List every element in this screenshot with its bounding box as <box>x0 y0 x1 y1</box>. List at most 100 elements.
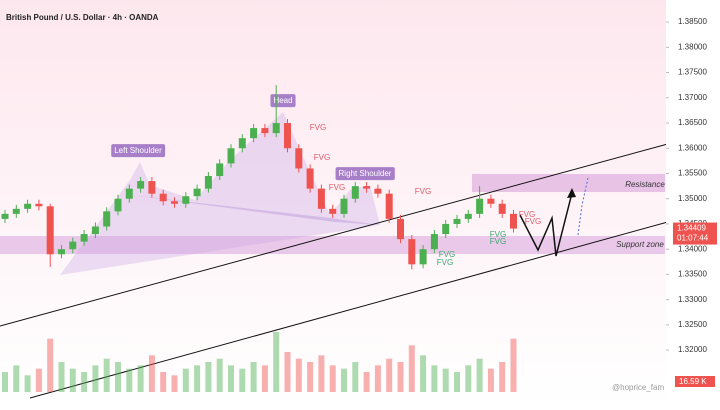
volume-bar <box>24 375 31 392</box>
volume-bar <box>205 362 212 392</box>
y-tick-label: 1.38500 <box>678 17 707 26</box>
label-box <box>335 167 395 181</box>
candle-body <box>317 188 325 209</box>
volume-bar <box>103 358 110 392</box>
volume-bar <box>58 362 65 392</box>
volume-bar <box>476 358 483 392</box>
candle-body <box>216 163 224 177</box>
y-tick-label: 1.37000 <box>678 93 707 102</box>
candle-body <box>340 198 348 214</box>
volume-bar <box>374 365 381 392</box>
volume-bar <box>284 352 291 392</box>
candle-body <box>80 234 88 242</box>
support-label: Support zone <box>616 240 664 249</box>
volume-bar <box>69 368 76 392</box>
candle-body <box>385 193 393 219</box>
candle-body <box>408 239 416 265</box>
watermark: @hoprice_fam <box>612 383 664 392</box>
volume-bar <box>352 362 359 392</box>
volume-bar <box>126 368 133 392</box>
candle-body <box>351 186 359 199</box>
left-shoulder-label: Left Shoulder <box>114 146 162 155</box>
label-box <box>270 94 296 108</box>
candle-body <box>24 203 32 209</box>
volume-bar <box>47 338 54 392</box>
neckline <box>130 195 380 225</box>
fvg-label: FVG <box>490 237 506 246</box>
price-tag-label: 1.34409 <box>677 224 706 233</box>
candle-body <box>510 213 517 229</box>
candle-body <box>464 213 472 219</box>
y-tick-label: 1.32500 <box>678 320 707 329</box>
fvg-label: FVG <box>519 210 535 219</box>
y-tick-label: 1.34000 <box>678 244 707 253</box>
candle-body <box>58 249 65 255</box>
volume-bar <box>465 365 472 392</box>
candle-body <box>306 168 314 189</box>
arrow-head <box>567 188 576 198</box>
candle-body <box>69 241 77 250</box>
candle-body <box>148 181 156 194</box>
volume-bar <box>35 368 42 392</box>
volume-bar <box>160 372 167 392</box>
candle-body <box>103 211 111 227</box>
volume-bar <box>341 368 347 392</box>
candle-body <box>295 148 303 169</box>
alt-arrow <box>577 177 589 236</box>
volume-bar <box>318 355 325 392</box>
fvg-label: FVG <box>437 258 453 267</box>
candle-body <box>227 148 235 164</box>
y-tick-label: 1.33500 <box>678 270 707 279</box>
countdown: 01:07:44 <box>677 234 709 243</box>
volume-bar <box>329 365 336 392</box>
y-tick-label: 1.35000 <box>678 194 707 203</box>
volume-bar <box>182 368 189 392</box>
volume-bar <box>194 365 201 392</box>
volume-bar <box>442 368 449 392</box>
candle-body <box>125 188 133 199</box>
volume-bar <box>216 358 223 392</box>
label-box <box>111 144 166 158</box>
candle-body <box>487 198 495 204</box>
channel-top <box>0 141 676 327</box>
volume-bar <box>386 358 393 392</box>
volume-bar <box>261 365 268 392</box>
y-tick-label: 1.35500 <box>678 169 707 178</box>
volume-bar <box>92 365 99 392</box>
volume-bar <box>420 355 427 392</box>
volume-bar <box>115 362 121 392</box>
projection-arrow <box>519 192 573 257</box>
right-shoulder-label: Right Shoulder <box>339 169 392 178</box>
candle-body <box>476 198 484 214</box>
y-tick-label: 1.33000 <box>678 295 707 304</box>
fvg-label: FVG <box>329 183 345 192</box>
y-tick-label: 1.38000 <box>678 42 707 51</box>
price-tag <box>673 222 717 245</box>
candle-body <box>238 138 246 149</box>
candle-body <box>1 213 9 219</box>
volume-bar <box>307 362 314 392</box>
candle-body <box>261 128 269 134</box>
fvg-label: FVG <box>439 250 455 259</box>
volume-bar <box>148 355 155 392</box>
volume-bar <box>397 362 404 392</box>
volume-tag-label: 16.59 K <box>679 377 707 386</box>
candle-body <box>182 196 190 204</box>
fvg-label: FVG <box>415 187 431 196</box>
volume-bar <box>487 368 494 392</box>
candle-body <box>204 176 212 189</box>
candle-body <box>397 218 404 240</box>
candle-body <box>498 203 506 214</box>
channel-bottom <box>29 219 676 399</box>
volume-bar <box>510 338 517 392</box>
volume-bar <box>137 365 144 392</box>
volume-bar <box>454 372 460 392</box>
candle-body <box>363 186 371 189</box>
candle-body <box>91 226 99 235</box>
candle-body <box>374 188 382 194</box>
head-label: Head <box>273 96 292 105</box>
candle-body <box>419 249 427 265</box>
candle-body <box>114 198 122 212</box>
fvg-label: FVG <box>310 123 326 132</box>
